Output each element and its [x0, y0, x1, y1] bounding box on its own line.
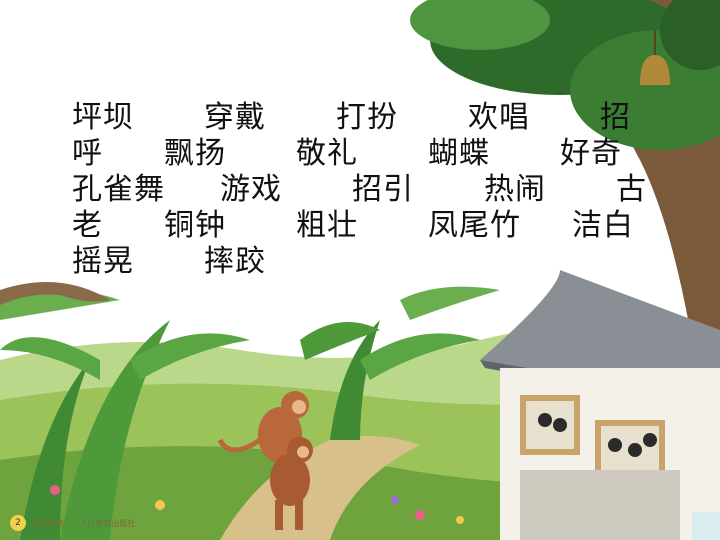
page-number: 2 — [10, 515, 26, 531]
vocab-row: 呼 飘扬 敬礼 蝴蝶 好奇 — [72, 136, 652, 172]
banana-plants-center — [300, 286, 500, 440]
vocab-word: 穿戴 — [204, 100, 266, 135]
dirt-path — [220, 436, 420, 540]
vocab-row: 坪坝 穿戴 打扮 欢唱 招 — [72, 100, 652, 136]
vocab-word: 游戏 — [220, 172, 282, 207]
vocab-word: 飘扬 — [164, 136, 226, 171]
tree-branch — [0, 282, 110, 305]
house-roof — [480, 270, 720, 400]
vocab-word: 好奇 — [560, 136, 622, 171]
vocab-row: 孔雀舞 游戏 招引 热闹 古 — [72, 172, 652, 208]
vocab-row: 老 铜钟 粗壮 凤尾竹 洁白 — [72, 208, 652, 244]
house-steps — [520, 470, 680, 540]
vocab-word: 欢唱 — [468, 100, 530, 135]
vocab-word: 热闹 — [484, 172, 546, 207]
vocab-word: 铜钟 — [164, 208, 226, 243]
vocab-word: 摇晃 — [72, 244, 134, 279]
vocab-word: 凤尾竹 — [428, 208, 521, 243]
big-tree — [410, 0, 720, 330]
page-footer: 2 本文作者: ... 人民教育出版社 — [10, 512, 135, 534]
vocab-word: 敬礼 — [296, 136, 358, 171]
vocab-word: 摔跤 — [204, 244, 266, 279]
vocab-word: 粗壮 — [296, 208, 358, 243]
vocab-word: 呼 — [72, 136, 103, 171]
vocab-word: 招 — [600, 100, 631, 135]
vocabulary-list: 坪坝 穿戴 打扮 欢唱招呼飘扬 敬礼 蝴蝶 好奇 孔雀舞 游戏 招引 热闹古老铜钟 粗壮 凤尾竹 洁白 摇晃… — [72, 100, 652, 280]
monkeys — [217, 391, 313, 530]
corner-panel — [692, 512, 720, 540]
vocab-word: 蝴蝶 — [428, 136, 490, 171]
vocab-word: 打扮 — [336, 100, 398, 135]
footer-caption: 本文作者: ... 人民教育出版社 — [32, 518, 136, 528]
vocab-word: 招引 — [352, 172, 414, 207]
vocab-word: 古 — [616, 172, 647, 207]
vocab-word: 坪坝 — [72, 100, 134, 135]
vocab-word: 洁白 — [572, 208, 634, 243]
vocab-word: 老 — [72, 208, 103, 243]
stilt-house — [480, 270, 720, 540]
banana-plants-left — [0, 290, 250, 540]
vocab-word: 孔雀舞 — [72, 172, 165, 207]
vocab-row: 摇晃 摔跤 — [72, 244, 652, 280]
bronze-bell-icon — [640, 30, 670, 85]
flowers — [50, 485, 464, 524]
